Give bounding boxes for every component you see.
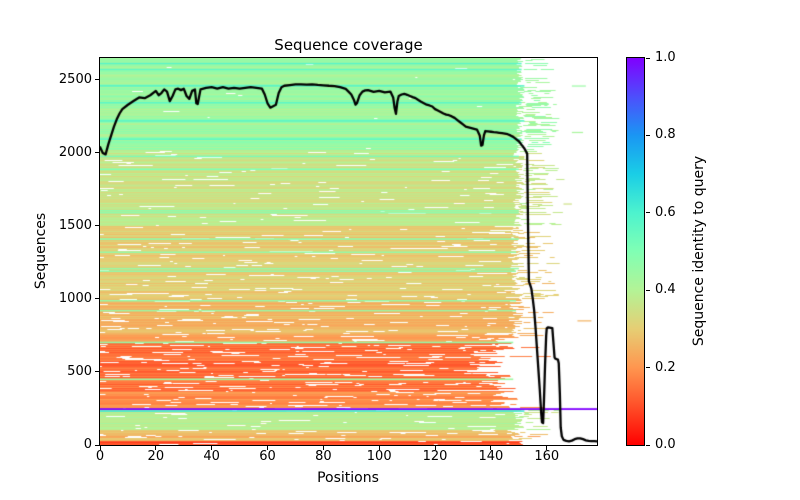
msa-coverage-heatmap — [100, 58, 597, 445]
x-tick-label: 80 — [315, 449, 332, 464]
colorbar-tick-label: 0.6 — [655, 204, 676, 220]
colorbar-tick-label: 0.4 — [655, 282, 676, 298]
x-tick-mark — [267, 446, 269, 450]
y-tick-mark — [95, 444, 99, 446]
colorbar-tick-mark — [646, 444, 650, 446]
y-tick-mark — [95, 298, 99, 300]
x-tick-label: 160 — [534, 449, 560, 464]
x-tick-mark — [490, 446, 492, 450]
y-tick-mark — [95, 371, 99, 373]
y-tick-label: 1000 — [58, 290, 92, 306]
x-axis-label: Positions — [317, 470, 379, 486]
x-tick-label: 100 — [366, 449, 392, 464]
y-tick-mark — [95, 225, 99, 227]
y-tick-label: 500 — [67, 363, 92, 379]
colorbar-tick-mark — [646, 212, 650, 214]
x-tick-mark — [211, 446, 213, 450]
colorbar-tick-mark — [646, 367, 650, 369]
x-tick-mark — [434, 446, 436, 450]
plot-axes-frame — [99, 57, 598, 446]
colorbar-tick-label: 1.0 — [655, 50, 676, 65]
x-tick-label: 120 — [422, 449, 448, 464]
x-tick-mark — [99, 446, 101, 450]
y-tick-label: 0 — [83, 437, 92, 452]
colorbar-tick-mark — [646, 134, 650, 136]
colorbar-tick-label: 0.2 — [655, 359, 676, 375]
x-tick-mark — [155, 446, 157, 450]
plot-title: Sequence coverage — [274, 36, 423, 54]
colorbar-tick-label: 0.8 — [655, 127, 676, 143]
y-tick-mark — [95, 152, 99, 154]
y-tick-label: 2500 — [58, 71, 92, 87]
x-tick-label: 0 — [95, 449, 105, 464]
x-tick-label: 140 — [478, 449, 504, 464]
colorbar-tick-mark — [646, 57, 650, 59]
y-tick-mark — [95, 79, 99, 81]
x-tick-label: 40 — [203, 449, 220, 464]
colorbar-label: Sequence identity to query — [691, 155, 707, 347]
colorbar-tick-label: 0.0 — [655, 437, 676, 452]
x-tick-label: 60 — [259, 449, 276, 464]
colorbar-tick-mark — [646, 289, 650, 291]
x-tick-mark — [378, 446, 380, 450]
x-tick-mark — [322, 446, 324, 450]
x-tick-mark — [546, 446, 548, 450]
x-tick-label: 20 — [147, 449, 165, 464]
y-tick-label: 2000 — [58, 144, 92, 160]
y-tick-label: 1500 — [58, 217, 92, 233]
colorbar — [626, 57, 645, 446]
